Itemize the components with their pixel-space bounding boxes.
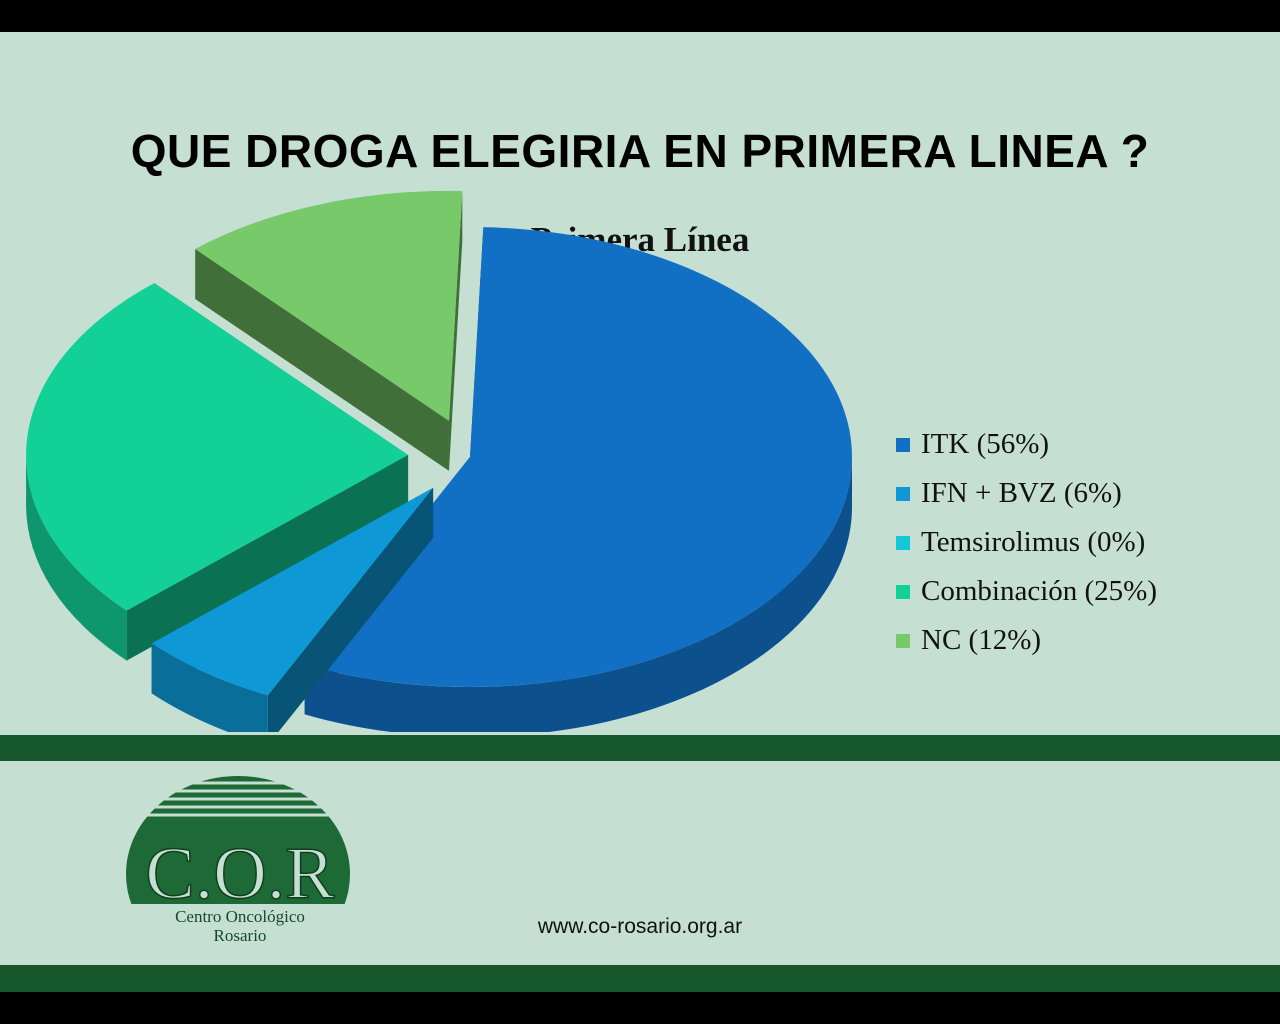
footer-url: www.co-rosario.org.ar	[537, 915, 743, 938]
pie-chart	[26, 190, 853, 732]
pie-slice	[195, 190, 463, 471]
legend-item: Temsirolimus (0%)	[896, 518, 1157, 567]
legend-label: ITK (56%)	[921, 428, 1050, 460]
legend-label: Combinación (25%)	[921, 575, 1157, 607]
legend-item: NC (12%)	[896, 616, 1157, 665]
logo-stripes	[120, 781, 360, 817]
logo-letters: C.O.R	[145, 833, 335, 915]
pie-slice	[151, 487, 434, 732]
legend-swatch	[896, 486, 910, 501]
legend-item: ITK (56%)	[896, 420, 1157, 469]
legend-item: Combinación (25%)	[896, 567, 1157, 616]
logo-caption-line1: Centro Oncológico	[175, 907, 305, 926]
legend-swatch	[896, 535, 910, 550]
logo-caption-line2: Rosario	[213, 926, 267, 945]
legend-item: IFN + BVZ (6%)	[896, 469, 1157, 518]
pie-slice	[26, 283, 409, 661]
legend-label: IFN + BVZ (6%)	[921, 477, 1122, 509]
top-divider-band	[0, 735, 1280, 761]
logo-caption: Centro Oncológico Rosario	[120, 907, 360, 945]
bottom-divider-band	[0, 965, 1280, 992]
slide-title: QUE DROGA ELEGIRIA EN PRIMERA LINEA ?	[130, 125, 1150, 177]
legend-label: Temsirolimus (0%)	[921, 526, 1146, 558]
chart-legend: ITK (56%) IFN + BVZ (6%) Temsirolimus (0%)…	[896, 420, 1157, 665]
legend-label: NC (12%)	[921, 624, 1042, 656]
cor-logo: C.O.R	[120, 776, 360, 916]
slide: QUE DROGA ELEGIRIA EN PRIMERA LINEA ? Pr…	[0, 32, 1280, 992]
legend-swatch	[896, 437, 910, 452]
legend-swatch	[896, 584, 910, 599]
legend-swatch	[896, 633, 910, 648]
